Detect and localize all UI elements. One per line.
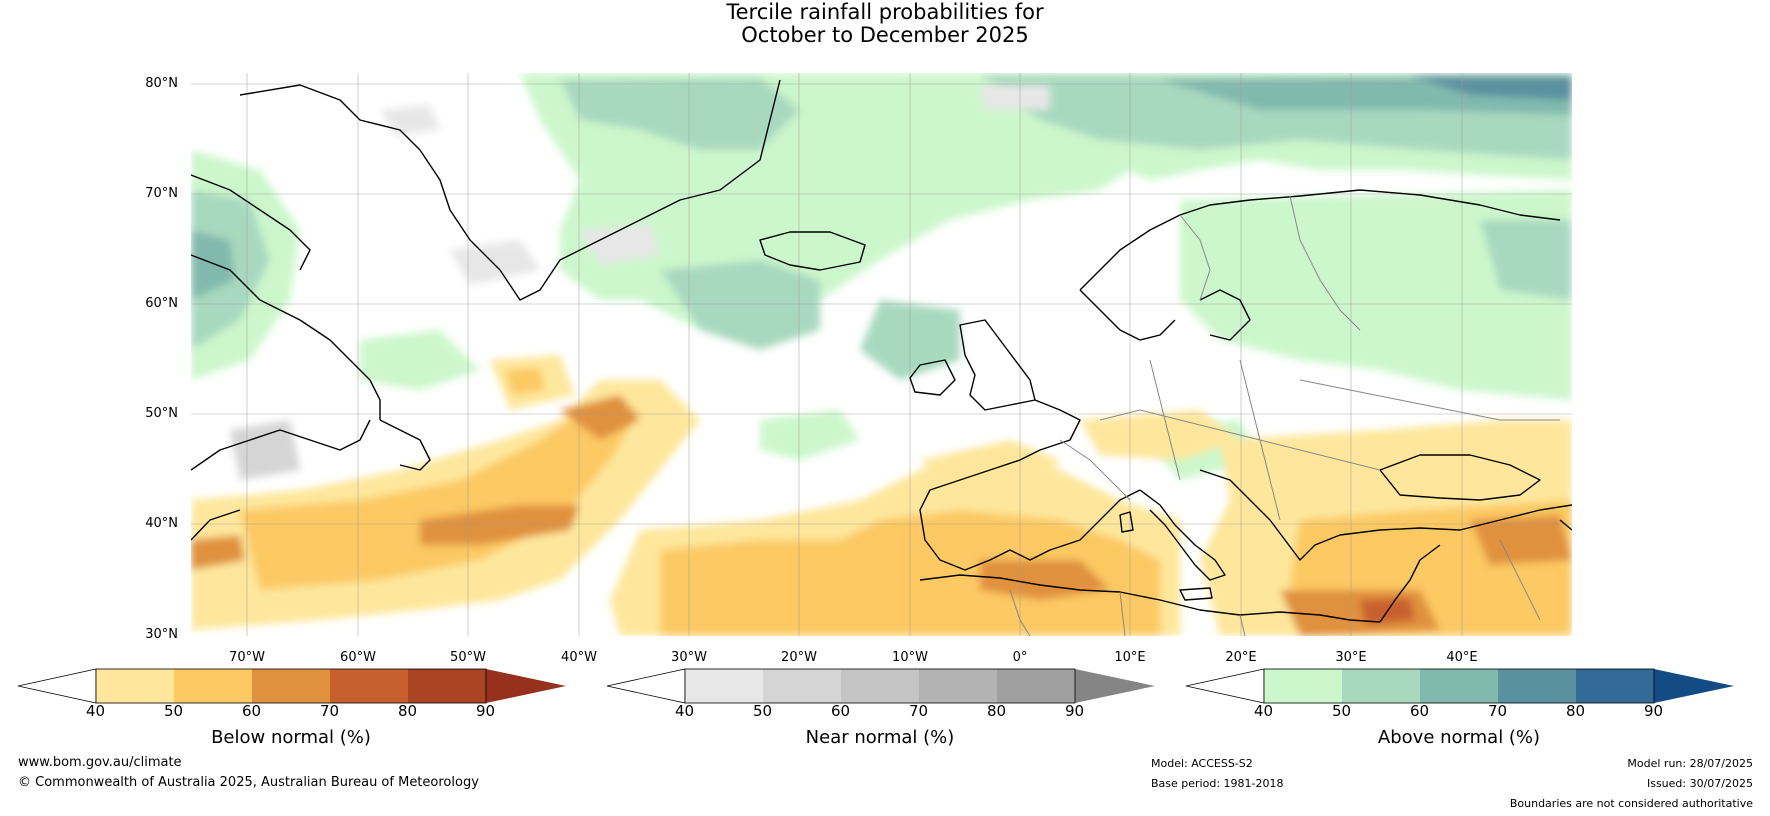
cb-near-seg-1 [685,669,763,703]
cb-near-tick-60: 60 [831,702,851,720]
cb-below-tick-90: 90 [476,702,496,720]
cb-near-min-extension [607,668,686,704]
lon-label-50w: 50°W [450,650,486,665]
cb-above-tick-80: 80 [1566,702,1586,720]
cb-below-seg-5 [408,669,486,703]
above-normal-regions [191,73,1572,620]
cb-above-tick-90: 90 [1644,702,1664,720]
footer-base-period: Base period: 1981-2018 [1151,777,1284,790]
colorbar-below-normal [18,668,566,704]
colorbar-above-normal [1186,668,1734,704]
cb-below-tick-40: 40 [86,702,106,720]
cb-below-seg-4 [330,669,408,703]
lon-label-10w: 10°W [892,650,928,665]
lon-label-40e: 40°E [1446,650,1478,665]
cb-near-seg-4 [919,669,997,703]
cb-near-tick-80: 80 [987,702,1007,720]
cb-below-tick-60: 60 [242,702,262,720]
cb-above-seg-3 [1420,669,1498,703]
cb-below-seg-2 [174,669,252,703]
lat-label-30n: 30°N [145,627,178,642]
cb-near-seg-3 [841,669,919,703]
footer-disclaimer: Boundaries are not considered authoritat… [1509,797,1753,810]
lat-label-40n: 40°N [145,516,178,531]
cb-below-seg-3 [252,669,330,703]
lon-label-40w: 40°W [561,650,597,665]
lat-label-60n: 60°N [145,296,178,311]
cb-above-seg-4 [1498,669,1576,703]
footer-issued: Issued: 30/07/2025 [1646,777,1753,790]
cb-near-tick-90: 90 [1065,702,1085,720]
cb-near-tick-50: 50 [753,702,773,720]
lon-label-0: 0° [1012,650,1028,665]
cb-below-tick-70: 70 [320,702,340,720]
cb-above-seg-5 [1576,669,1654,703]
cb-above-max-extension [1654,669,1734,703]
lon-label-60w: 60°W [340,650,376,665]
colorbar-label-below-normal: Below normal (%) [211,727,371,748]
footer-website[interactable]: www.bom.gov.au/climate [18,755,182,770]
lat-label-50n: 50°N [145,406,178,421]
colorbar-label-near-normal: Near normal (%) [805,727,955,748]
cb-below-max-extension [486,669,566,703]
cb-below-tick-50: 50 [164,702,184,720]
map-title-line2: October to December 2025 [741,23,1029,47]
cb-near-seg-2 [763,669,841,703]
lon-label-70w: 70°W [229,650,265,665]
footer-model-run: Model run: 28/07/2025 [1627,757,1753,770]
lon-label-30e: 30°E [1335,650,1367,665]
cb-above-tick-50: 50 [1332,702,1352,720]
lon-label-20w: 20°W [781,650,817,665]
lat-label-80n: 80°N [145,76,178,91]
cb-above-tick-60: 60 [1410,702,1430,720]
country-borders [1009,195,1560,636]
cb-above-seg-1 [1264,669,1342,703]
cb-above-tick-40: 40 [1254,702,1274,720]
cb-near-tick-70: 70 [909,702,929,720]
lat-label-70n: 70°N [145,186,178,201]
cb-below-tick-80: 80 [398,702,418,720]
cb-below-min-extension [18,668,97,704]
lon-label-20e: 20°E [1225,650,1257,665]
footer-copyright: © Commonwealth of Australia 2025, Austra… [18,775,479,790]
graticule [191,73,1572,636]
coastlines [191,79,1572,623]
cb-above-min-extension [1186,668,1265,704]
cb-near-tick-40: 40 [675,702,695,720]
colorbar-near-normal [607,668,1155,704]
colorbar-label-above-normal: Above normal (%) [1377,727,1541,748]
cb-above-tick-70: 70 [1488,702,1508,720]
lon-label-30w: 30°W [671,650,707,665]
lon-label-10e: 10°E [1114,650,1146,665]
cb-near-max-extension [1075,669,1155,703]
cb-above-seg-2 [1342,669,1420,703]
footer-model: Model: ACCESS-S2 [1151,757,1253,770]
cb-below-seg-1 [96,669,174,703]
map-title-line1: Tercile rainfall probabilities for [726,0,1044,24]
cb-near-seg-5 [997,669,1075,703]
